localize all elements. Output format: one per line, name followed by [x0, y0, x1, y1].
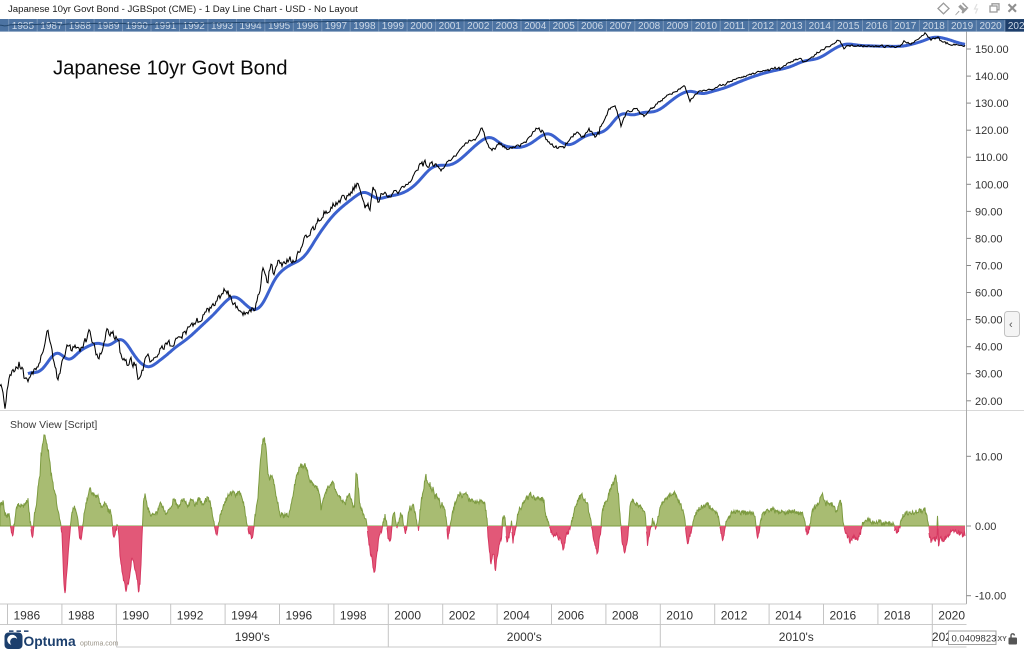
- svg-text:2008: 2008: [612, 609, 639, 623]
- svg-text:2012: 2012: [752, 21, 775, 32]
- svg-text:2015: 2015: [837, 21, 860, 32]
- svg-text:2006: 2006: [558, 609, 585, 623]
- svg-text:2013: 2013: [780, 21, 803, 32]
- svg-text:2020: 2020: [938, 609, 965, 623]
- svg-text:2019: 2019: [951, 21, 974, 32]
- svg-text:1994: 1994: [231, 609, 258, 623]
- svg-text:1989: 1989: [97, 21, 120, 32]
- svg-text:60.00: 60.00: [975, 288, 1003, 300]
- svg-text:1992: 1992: [183, 21, 206, 32]
- svg-text:1996: 1996: [296, 21, 319, 32]
- svg-text:120.00: 120.00: [975, 125, 1009, 137]
- svg-text:80.00: 80.00: [975, 233, 1003, 245]
- svg-text:Optuma: Optuma: [24, 634, 76, 649]
- svg-text:2004: 2004: [524, 21, 547, 32]
- svg-text:Japanese 10yr Govt Bond: Japanese 10yr Govt Bond: [53, 58, 288, 80]
- svg-text:2014: 2014: [809, 21, 832, 32]
- svg-text:1997: 1997: [325, 21, 348, 32]
- svg-text:2008: 2008: [638, 21, 661, 32]
- svg-text:-10.00: -10.00: [975, 591, 1006, 603]
- svg-text:2011: 2011: [724, 21, 746, 32]
- svg-text:optuma.com: optuma.com: [80, 641, 119, 648]
- svg-text:1992: 1992: [177, 609, 204, 623]
- svg-text:2010: 2010: [695, 21, 718, 32]
- svg-text:2000: 2000: [394, 609, 421, 623]
- svg-text:1985: 1985: [12, 21, 35, 32]
- svg-text:2018: 2018: [923, 21, 946, 32]
- svg-text:2002: 2002: [467, 21, 490, 32]
- svg-text:40.00: 40.00: [975, 342, 1003, 354]
- svg-text:1990: 1990: [126, 21, 149, 32]
- svg-text:1988: 1988: [69, 21, 92, 32]
- svg-text:2000's: 2000's: [507, 630, 542, 644]
- svg-text:2016: 2016: [830, 609, 857, 623]
- svg-text:150.00: 150.00: [975, 44, 1009, 56]
- svg-text:‹: ‹: [1009, 319, 1013, 331]
- svg-text:1987: 1987: [40, 21, 63, 32]
- svg-text:1998: 1998: [340, 609, 367, 623]
- svg-text:70.00: 70.00: [975, 261, 1003, 273]
- svg-text:2003: 2003: [496, 21, 519, 32]
- svg-text:2016: 2016: [866, 21, 889, 32]
- svg-text:2021: 2021: [1008, 21, 1024, 32]
- svg-text:1998: 1998: [353, 21, 376, 32]
- svg-text:20.00: 20.00: [975, 396, 1003, 408]
- svg-text:XY: XY: [998, 636, 1008, 643]
- svg-text:1996: 1996: [286, 609, 313, 623]
- svg-text:1999: 1999: [382, 21, 405, 32]
- svg-text:1986: 1986: [14, 609, 41, 623]
- svg-text:1995: 1995: [268, 21, 291, 32]
- svg-text:100.00: 100.00: [975, 179, 1009, 191]
- svg-text:1991: 1991: [154, 21, 177, 32]
- svg-text:110.00: 110.00: [975, 152, 1008, 164]
- svg-text:2000: 2000: [410, 21, 433, 32]
- svg-text:2018: 2018: [884, 609, 911, 623]
- svg-text:2007: 2007: [609, 21, 632, 32]
- svg-text:130.00: 130.00: [975, 98, 1009, 110]
- svg-text:2010's: 2010's: [779, 630, 814, 644]
- svg-text:30.00: 30.00: [975, 369, 1003, 381]
- svg-text:1994: 1994: [239, 21, 262, 32]
- svg-text:90.00: 90.00: [975, 206, 1003, 218]
- svg-text:2002: 2002: [449, 609, 476, 623]
- svg-text:2001: 2001: [439, 21, 462, 32]
- svg-text:50.00: 50.00: [975, 315, 1003, 327]
- svg-text:1990's: 1990's: [235, 630, 270, 644]
- svg-text:2014: 2014: [775, 609, 802, 623]
- svg-text:1990: 1990: [122, 609, 149, 623]
- svg-text:2012: 2012: [721, 609, 748, 623]
- svg-text:1993: 1993: [211, 21, 234, 32]
- svg-text:0.0409823: 0.0409823: [952, 634, 997, 645]
- svg-text:1988: 1988: [68, 609, 95, 623]
- svg-text:10.00: 10.00: [975, 451, 1003, 463]
- svg-text:2005: 2005: [553, 21, 576, 32]
- svg-text:2006: 2006: [581, 21, 604, 32]
- svg-text:140.00: 140.00: [975, 71, 1009, 83]
- svg-text:2017: 2017: [894, 21, 917, 32]
- svg-text:2009: 2009: [666, 21, 689, 32]
- svg-text:Show View [Script]: Show View [Script]: [10, 419, 97, 431]
- svg-text:2020: 2020: [979, 21, 1002, 32]
- svg-text:2010: 2010: [666, 609, 693, 623]
- svg-text:2004: 2004: [503, 609, 530, 623]
- svg-text:Japanese 10yr Govt Bond - JGBS: Japanese 10yr Govt Bond - JGBSpot (CME) …: [8, 4, 358, 15]
- svg-text:0.00: 0.00: [975, 521, 996, 533]
